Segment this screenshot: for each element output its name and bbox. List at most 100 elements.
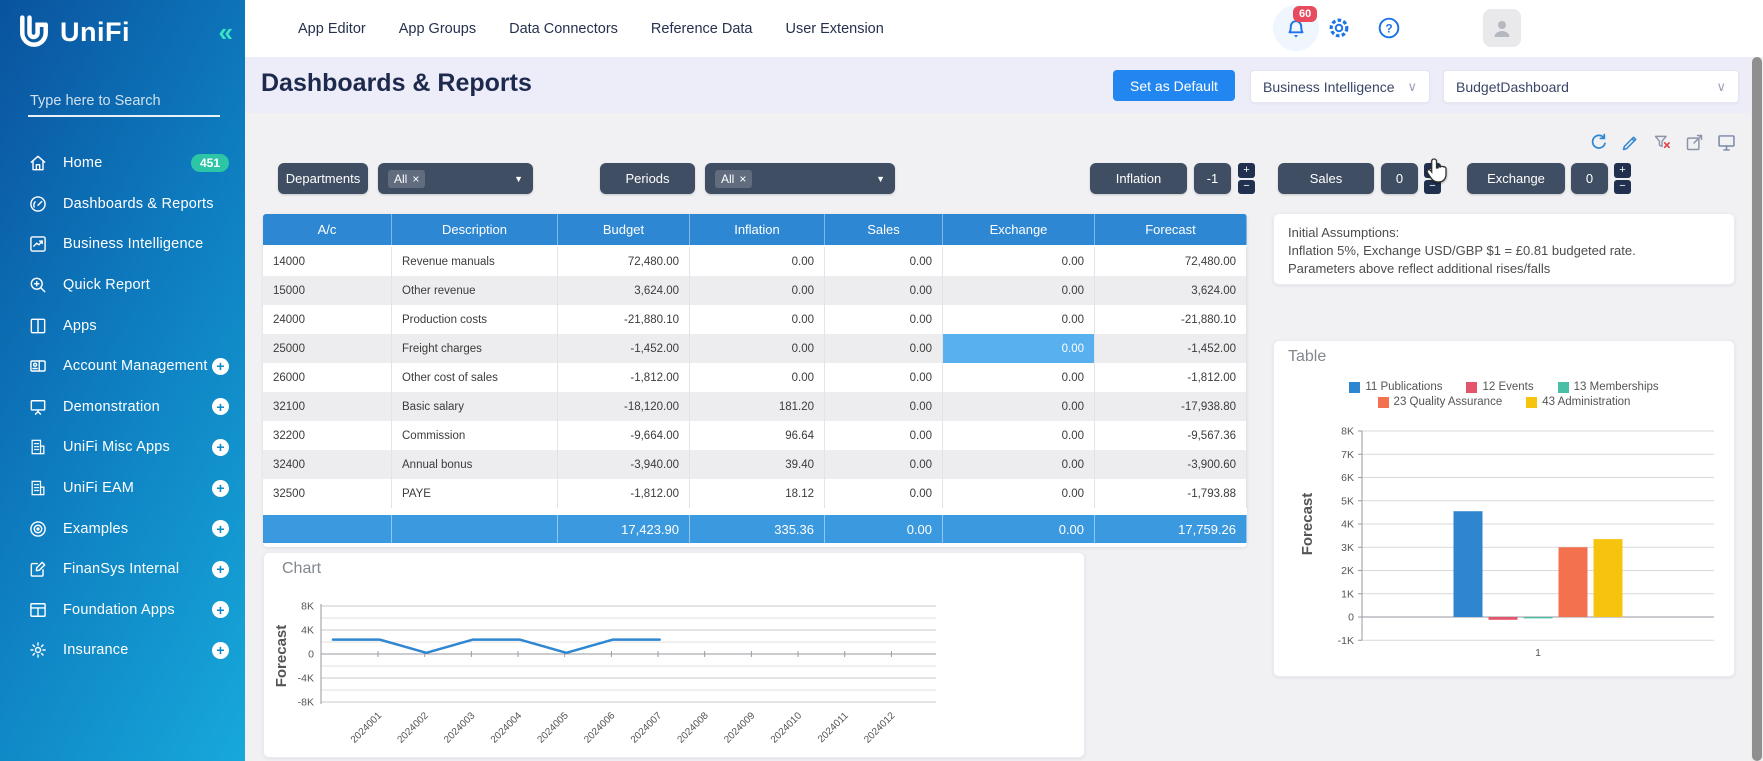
table-cell[interactable]: Other cost of sales (392, 363, 558, 392)
expand-plus-icon[interactable]: + (212, 601, 229, 618)
table-cell[interactable]: 0.00 (825, 421, 943, 450)
clear-filter-icon[interactable] (1652, 132, 1673, 153)
table-cell[interactable]: 0.00 (825, 305, 943, 334)
table-cell[interactable]: 72,480.00 (558, 247, 690, 276)
topnav-link-reference-data[interactable]: Reference Data (651, 21, 753, 37)
topnav-link-data-connectors[interactable]: Data Connectors (509, 21, 618, 37)
sidebar-item-finansys-internal[interactable]: FinanSys Internal+ (0, 549, 245, 590)
exchange-value[interactable]: 0 (1571, 163, 1608, 194)
present-screen-icon[interactable] (1716, 132, 1737, 153)
sidebar-search[interactable] (28, 92, 220, 117)
inflation-value[interactable]: -1 (1194, 163, 1231, 194)
table-cell[interactable]: 32100 (263, 392, 392, 421)
pencil-icon[interactable] (1620, 132, 1641, 153)
select-expand-icon[interactable] (1684, 132, 1705, 153)
column-header-description[interactable]: Description (392, 214, 558, 245)
legend-item[interactable]: 43 Administration (1526, 396, 1630, 408)
sidebar-item-demonstration[interactable]: Demonstration+ (0, 387, 245, 428)
table-cell[interactable]: 32400 (263, 450, 392, 479)
table-cell[interactable]: -18,120.00 (558, 392, 690, 421)
table-cell[interactable]: -17,938.80 (1095, 392, 1247, 421)
exchange-increment-button[interactable]: + (1614, 163, 1631, 178)
column-header-inflation[interactable]: Inflation (690, 214, 825, 245)
table-cell[interactable]: -9,664.00 (558, 421, 690, 450)
sales-value[interactable]: 0 (1381, 163, 1418, 194)
table-cell[interactable]: Freight charges (392, 334, 558, 363)
column-header-forecast[interactable]: Forecast (1095, 214, 1247, 245)
topnav-link-user-extension[interactable]: User Extension (785, 21, 883, 37)
category-select[interactable]: Business Intelligence ∨ (1250, 70, 1430, 103)
table-cell[interactable]: 24000 (263, 305, 392, 334)
table-cell[interactable]: Basic salary (392, 392, 558, 421)
table-cell[interactable]: 3,624.00 (1095, 276, 1247, 305)
table-cell[interactable]: Other revenue (392, 276, 558, 305)
inflation-filter-label[interactable]: Inflation (1090, 163, 1187, 194)
expand-plus-icon[interactable]: + (212, 480, 229, 497)
table-cell[interactable]: 0.00 (943, 479, 1095, 508)
table-cell[interactable]: 181.20 (690, 392, 825, 421)
expand-plus-icon[interactable]: + (212, 561, 229, 578)
table-cell[interactable]: Production costs (392, 305, 558, 334)
sidebar-item-insurance[interactable]: Insurance+ (0, 630, 245, 671)
table-cell[interactable]: -9,567.36 (1095, 421, 1247, 450)
table-cell[interactable]: 0.00 (690, 305, 825, 334)
table-cell[interactable]: 26000 (263, 363, 392, 392)
dashboard-select[interactable]: BudgetDashboard ∨ (1443, 70, 1739, 103)
table-cell[interactable]: 25000 (263, 334, 392, 363)
table-cell[interactable]: 0.00 (943, 421, 1095, 450)
topnav-link-app-editor[interactable]: App Editor (298, 21, 366, 37)
table-cell[interactable]: 0.00 (690, 363, 825, 392)
search-input[interactable] (28, 92, 219, 110)
help-icon[interactable]: ? (1376, 15, 1402, 41)
table-cell[interactable]: 0.00 (690, 276, 825, 305)
sidebar-item-unifi-misc-apps[interactable]: UniFi Misc Apps+ (0, 427, 245, 468)
inflation-increment-button[interactable]: + (1238, 163, 1255, 178)
sidebar-item-foundation-apps[interactable]: Foundation Apps+ (0, 590, 245, 631)
exchange-filter-label[interactable]: Exchange (1467, 163, 1565, 194)
sidebar-item-quick-report[interactable]: Quick Report (0, 265, 245, 306)
topnav-link-app-groups[interactable]: App Groups (399, 21, 476, 37)
table-cell[interactable]: -21,880.10 (1095, 305, 1247, 334)
sidebar-item-examples[interactable]: Examples+ (0, 508, 245, 549)
table-cell[interactable]: PAYE (392, 479, 558, 508)
table-cell[interactable]: 15000 (263, 276, 392, 305)
remove-chip-icon[interactable]: × (412, 172, 419, 186)
table-cell[interactable]: 0.00 (825, 363, 943, 392)
scrollbar-thumb[interactable] (1752, 57, 1762, 761)
table-cell[interactable]: 39.40 (690, 450, 825, 479)
column-header-budget[interactable]: Budget (558, 214, 690, 245)
departments-filter-label[interactable]: Departments (278, 163, 368, 194)
sidebar-item-unifi-eam[interactable]: UniFi EAM+ (0, 468, 245, 509)
expand-plus-icon[interactable]: + (212, 398, 229, 415)
table-cell[interactable]: 0.00 (825, 392, 943, 421)
table-cell[interactable]: 0.00 (825, 334, 943, 363)
table-cell[interactable]: 0.00 (943, 334, 1095, 363)
expand-plus-icon[interactable]: + (212, 439, 229, 456)
table-cell[interactable]: 0.00 (825, 276, 943, 305)
exchange-decrement-button[interactable]: − (1614, 180, 1631, 195)
table-cell[interactable]: Annual bonus (392, 450, 558, 479)
table-cell[interactable]: 0.00 (943, 450, 1095, 479)
table-cell[interactable]: -1,793.88 (1095, 479, 1247, 508)
table-cell[interactable]: 72,480.00 (1095, 247, 1247, 276)
sales-filter-label[interactable]: Sales (1278, 163, 1374, 194)
legend-item[interactable]: 11 Publications (1349, 381, 1442, 393)
table-cell[interactable]: 14000 (263, 247, 392, 276)
table-cell[interactable]: -1,452.00 (1095, 334, 1247, 363)
legend-item[interactable]: 12 Events (1466, 381, 1533, 393)
sidebar-item-business-intelligence[interactable]: Business Intelligence (0, 224, 245, 265)
expand-plus-icon[interactable]: + (212, 358, 229, 375)
vertical-scrollbar[interactable] (1751, 57, 1763, 761)
sidebar-item-account-management[interactable]: Account Management+ (0, 346, 245, 387)
departments-filter-select[interactable]: All × ▼ (378, 163, 533, 194)
legend-item[interactable]: 13 Memberships (1558, 381, 1659, 393)
table-cell[interactable]: 32200 (263, 421, 392, 450)
periods-filter-label[interactable]: Periods (600, 163, 695, 194)
settings-gear-icon[interactable] (1326, 15, 1352, 41)
sidebar-item-dashboards-reports[interactable]: Dashboards & Reports (0, 184, 245, 225)
sidebar-collapse-icon[interactable]: « (219, 19, 233, 45)
refresh-icon[interactable] (1588, 132, 1609, 153)
table-cell[interactable]: 0.00 (943, 363, 1095, 392)
table-cell[interactable]: -1,812.00 (558, 479, 690, 508)
table-cell[interactable]: 0.00 (690, 247, 825, 276)
